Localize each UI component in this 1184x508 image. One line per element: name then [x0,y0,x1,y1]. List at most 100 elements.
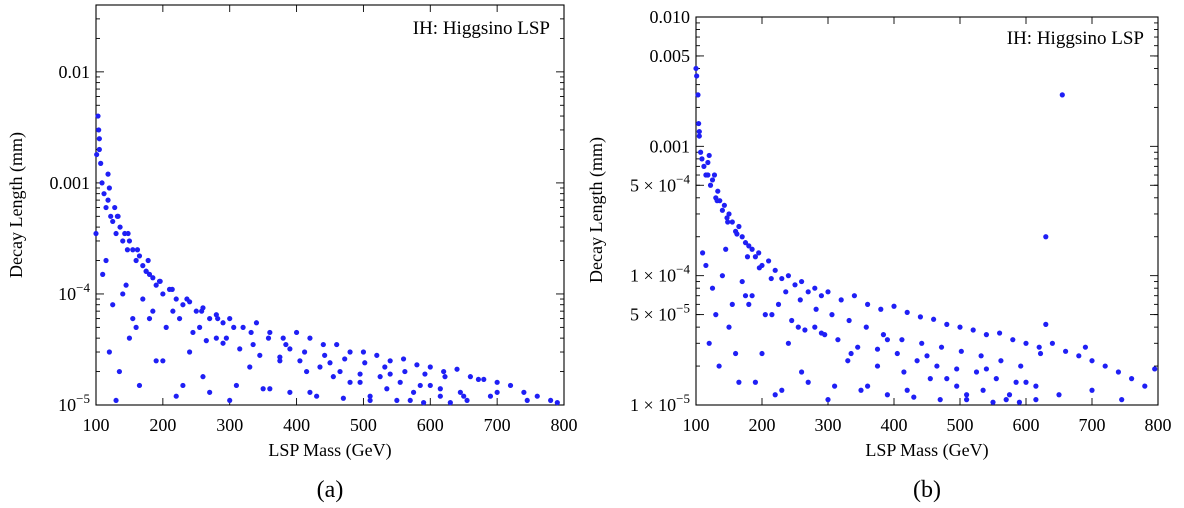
data-point-b [746,301,752,307]
data-point-a [199,308,205,314]
data-point-a [250,341,256,348]
data-point-a [342,356,348,362]
data-point-a [145,257,151,264]
data-point-b [724,215,730,221]
data-point-b [911,394,917,400]
data-point-b [858,387,864,393]
data-point-a [248,329,254,336]
points-b [693,65,1158,405]
data-point-a [410,389,417,395]
data-point-b [1006,392,1013,398]
data-point-a [384,386,390,392]
data-point-b [835,337,841,343]
data-point-b [772,267,778,273]
y-tick-label-exponent-b: −4 [676,262,690,277]
data-point-a [106,185,112,191]
data-point-b [766,258,772,264]
data-point-a [120,238,126,244]
data-point-b [851,293,858,299]
data-point-b [901,369,907,375]
y-tick-label-b: 1 × 10−5 [630,391,690,415]
data-point-b [904,309,910,315]
data-point-a [103,257,109,264]
data-point-b [699,156,705,162]
data-point-a [130,315,136,322]
data-point-b [705,159,711,166]
data-point-a [133,257,139,264]
data-point-a [140,296,146,302]
y-tick-label-base-b: 1 × 10 [630,266,676,286]
data-point-a [267,386,273,392]
data-point-b [990,399,996,405]
data-point-a [402,368,408,375]
data-point-a [124,247,131,253]
data-point-a [337,368,343,375]
data-point-a [110,218,116,225]
data-point-b [997,330,1003,336]
y-tick-label-base-a: 0.01 [59,62,91,82]
data-point-b [894,350,900,357]
data-point-b [749,246,755,252]
data-point-a [387,358,393,364]
data-point-a [108,213,114,219]
data-point-a [464,397,470,404]
data-point-b [838,297,844,303]
data-point-b [752,379,759,385]
data-point-a [220,320,226,326]
data-point-b [792,282,798,288]
data-point-b [846,317,852,324]
caption-a: (a) [317,477,344,503]
data-point-a [421,400,427,406]
data-point-a [467,374,473,380]
data-point-b [709,285,716,291]
data-point-a [347,379,353,385]
data-point-a [287,389,293,395]
data-point-a [157,278,163,284]
data-point-b [768,275,774,282]
data-point-a [223,335,229,341]
data-point-b [785,340,792,346]
data-point-a [99,180,105,186]
data-point-a [150,275,156,281]
data-point-a [203,338,209,344]
data-point-b [799,278,805,285]
data-point-b [779,275,785,282]
data-point-b [983,366,990,372]
data-point-a [240,324,246,330]
x-tick-label-a: 700 [484,415,511,435]
x-tick-label-a: 100 [83,415,110,435]
data-point-a [377,374,383,380]
data-point-a [507,382,514,389]
data-point-a [146,271,153,277]
data-point-b [723,246,729,252]
data-point-b [973,369,980,375]
data-point-b [924,353,930,359]
data-point-b [865,383,871,389]
data-point-b [813,306,819,312]
x-axis-label-b: LSP Mass (GeV) [865,440,988,461]
data-point-b [756,250,762,256]
data-point-a [360,349,367,355]
y-axis-label-b: Decay Length (mm) [586,137,607,283]
data-point-b [934,363,940,369]
data-point-b [829,311,835,318]
data-point-a [180,382,186,389]
x-tick-label-a: 500 [350,415,377,435]
data-point-b [802,327,808,333]
data-point-b [944,321,950,327]
data-point-a [143,268,149,274]
data-point-a [197,324,203,330]
data-point-b [783,289,789,295]
y-tick-label-a: 0.001 [50,173,91,193]
data-point-a [287,346,293,352]
data-point-a [330,374,336,380]
data-point-a [173,393,179,399]
data-point-a [94,151,100,158]
data-point-b [739,278,745,285]
data-point-a [136,253,143,259]
data-point-b [756,265,762,271]
y-tick-label-base-b: 5 × 10 [630,175,676,195]
data-point-b [701,163,707,169]
panel-a: IH: Higgsino LSP LSP Mass (GeV) Decay Le… [6,4,578,503]
data-point-a [125,230,131,237]
